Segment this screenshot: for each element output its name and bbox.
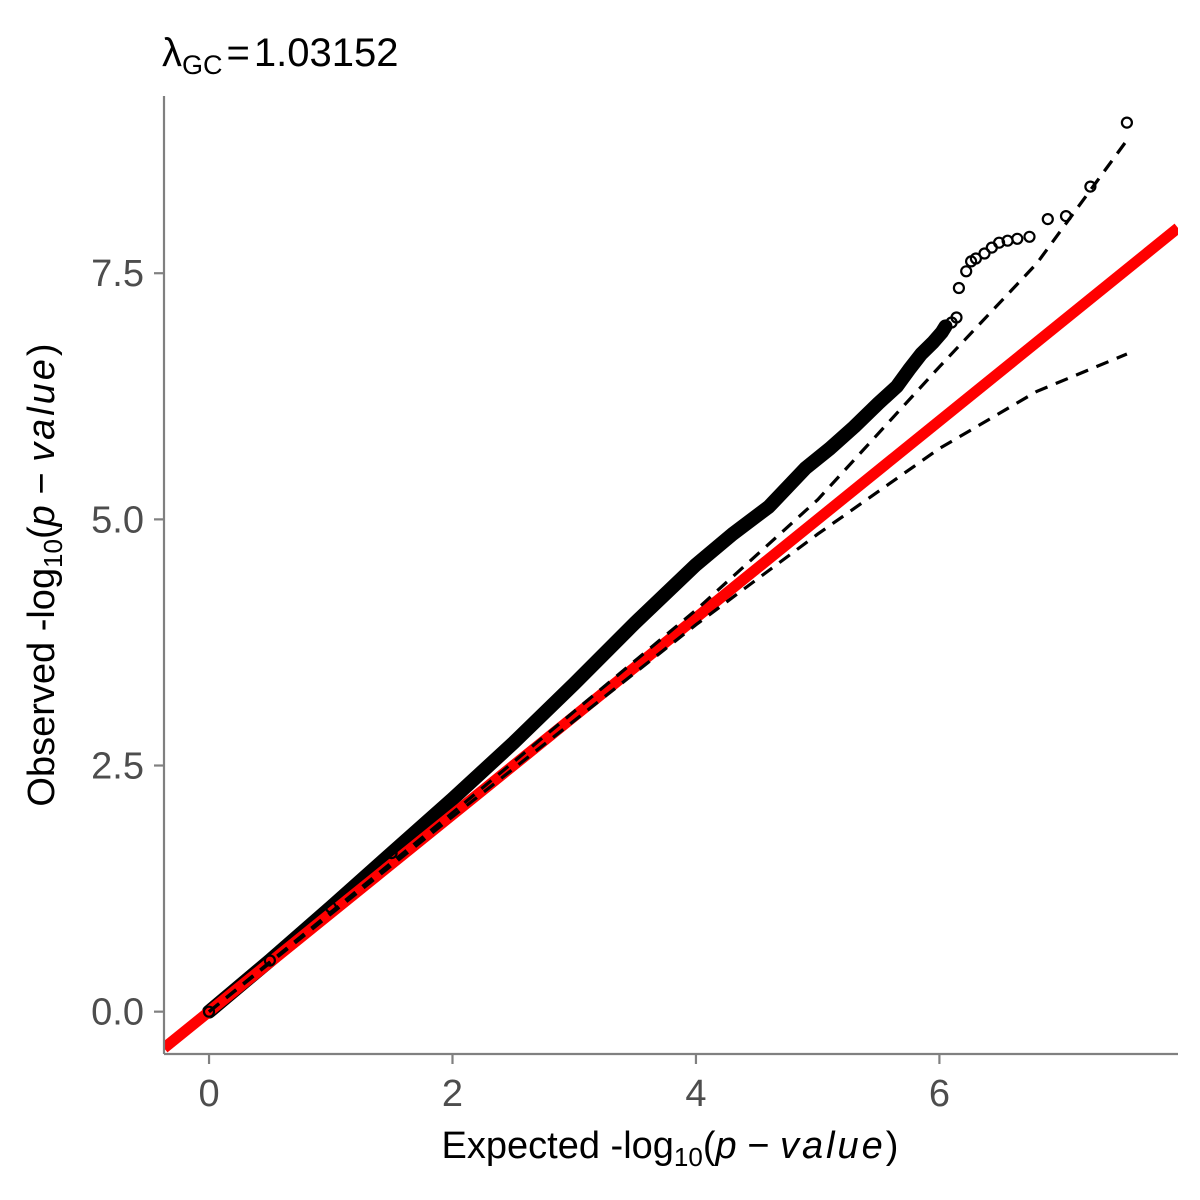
- data-point: [848, 420, 861, 433]
- y-tick-label: 5.0: [91, 499, 144, 541]
- data-point: [823, 442, 837, 455]
- data-point: [385, 846, 398, 860]
- data-point: [324, 901, 337, 914]
- data-point: [1041, 213, 1054, 226]
- upper-confidence-line: [207, 139, 1129, 1013]
- y-title-minus: −: [21, 462, 63, 505]
- data-point: [952, 281, 966, 295]
- x-title-value: value: [780, 1125, 886, 1167]
- x-axis-title: Expected -log10(p − value): [442, 1125, 899, 1172]
- lower-confidence-line: [207, 352, 1128, 1013]
- data-point: [1023, 230, 1036, 243]
- title-subscript: GC: [182, 50, 223, 80]
- observed-dense-curve: [202, 319, 953, 1019]
- y-axis-title: Observed -log10(p − value): [21, 343, 68, 806]
- x-title-close: ): [886, 1125, 899, 1167]
- points-layer: [202, 116, 1134, 1018]
- data-point: [1120, 116, 1134, 129]
- y-title-p: p: [21, 505, 63, 527]
- data-point: [762, 500, 776, 513]
- data-point: [1084, 180, 1097, 193]
- x-title-subscript: 10: [674, 1142, 703, 1172]
- chart-title: λGC = 1.03152: [162, 31, 398, 80]
- data-point: [890, 380, 903, 393]
- data-point: [568, 677, 581, 690]
- y-tick-label: 2.5: [91, 746, 144, 788]
- x-title-prefix: Expected -log: [442, 1125, 674, 1167]
- data-point: [902, 363, 916, 376]
- y-tick-label: 7.5: [91, 253, 144, 295]
- data-point: [978, 247, 991, 260]
- data-point: [927, 336, 940, 349]
- title-value: 1.03152: [254, 31, 399, 75]
- data-point: [1059, 210, 1073, 223]
- y-tick-label: 0.0: [91, 992, 144, 1034]
- data-point: [263, 954, 276, 967]
- x-tick-label: 0: [198, 1073, 219, 1115]
- x-tick-label: 2: [442, 1073, 463, 1115]
- x-tick-label: 4: [685, 1073, 706, 1115]
- y-title-open: (: [21, 526, 63, 539]
- x-title-p: p: [715, 1125, 737, 1167]
- data-point: [969, 252, 983, 265]
- title-equals: =: [227, 31, 250, 75]
- plot-area: [164, 139, 1178, 1053]
- data-point: [915, 347, 928, 361]
- y-axis-ticks: 0.0 2.5 5.0 7.5: [91, 253, 164, 1034]
- y-title-close: ): [21, 343, 63, 356]
- x-tick-label: 6: [929, 1073, 950, 1115]
- data-point: [446, 792, 459, 806]
- x-axis-ticks: 0 2 4 6: [198, 1054, 950, 1115]
- data-point: [726, 527, 739, 541]
- data-point: [202, 1005, 216, 1018]
- title-lambda: λ: [162, 31, 182, 75]
- x-title-open: (: [703, 1125, 716, 1167]
- data-point: [507, 736, 520, 750]
- data-point: [992, 236, 1006, 249]
- y-title-value: value: [21, 356, 63, 462]
- data-point: [1011, 232, 1024, 245]
- data-point: [628, 616, 642, 629]
- x-title-minus: −: [737, 1125, 780, 1167]
- data-point: [960, 265, 973, 278]
- y-title-prefix: Observed -log: [21, 568, 63, 807]
- data-point: [689, 558, 703, 571]
- data-point: [950, 311, 963, 324]
- y-title-subscript: 10: [38, 539, 68, 568]
- data-point: [872, 397, 885, 410]
- data-point: [799, 462, 812, 475]
